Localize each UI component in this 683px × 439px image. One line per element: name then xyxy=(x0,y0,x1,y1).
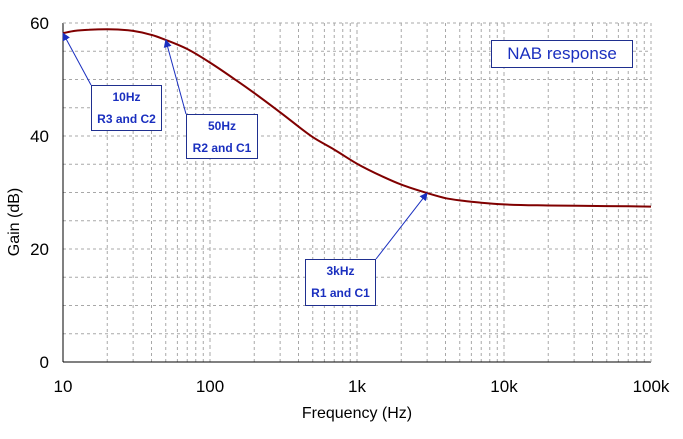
annotation-arrow xyxy=(62,32,92,86)
series-line xyxy=(62,28,652,208)
y-tick-label: 40 xyxy=(30,127,49,146)
y-tick-label: 20 xyxy=(30,240,49,259)
y-tick-label: 60 xyxy=(30,14,49,33)
callout-text-line: R1 and C1 xyxy=(311,286,370,300)
x-tick-label: 1k xyxy=(348,377,366,396)
callout-text-line: 3kHz xyxy=(326,264,355,278)
x-tick-label: 10 xyxy=(54,377,73,396)
callout-text-line: R2 and C1 xyxy=(192,141,252,155)
x-tick-label: 100 xyxy=(196,377,224,396)
plot-frame xyxy=(62,22,652,363)
y-axis-title: Gain (dB) xyxy=(6,188,23,256)
callout-2: 50Hz R2 and C1 xyxy=(186,114,258,159)
series-layer xyxy=(62,28,652,208)
legend-label: NAB response xyxy=(491,40,633,68)
y-tick-label: 0 xyxy=(40,353,49,372)
callout-1: 10Hz R3 and C2 xyxy=(91,85,162,131)
x-axis-title: Frequency (Hz) xyxy=(302,405,412,422)
callout-text-line: R3 and C2 xyxy=(97,112,156,126)
x-tick-label: 10k xyxy=(490,377,518,396)
x-tick-label: 100k xyxy=(633,377,670,396)
callout-text-line: 10Hz xyxy=(112,90,141,104)
x-axis: 10 100 1k 10k 100k xyxy=(54,377,670,396)
callout-text-line: 50Hz xyxy=(207,119,236,133)
y-axis: 0 20 40 60 xyxy=(30,14,49,372)
grid xyxy=(63,23,651,362)
callout-3: 3kHz R1 and C1 xyxy=(305,259,376,306)
annotation-arrow xyxy=(375,192,428,260)
annotation-arrow xyxy=(163,39,187,115)
annotation-arrows xyxy=(62,32,428,260)
